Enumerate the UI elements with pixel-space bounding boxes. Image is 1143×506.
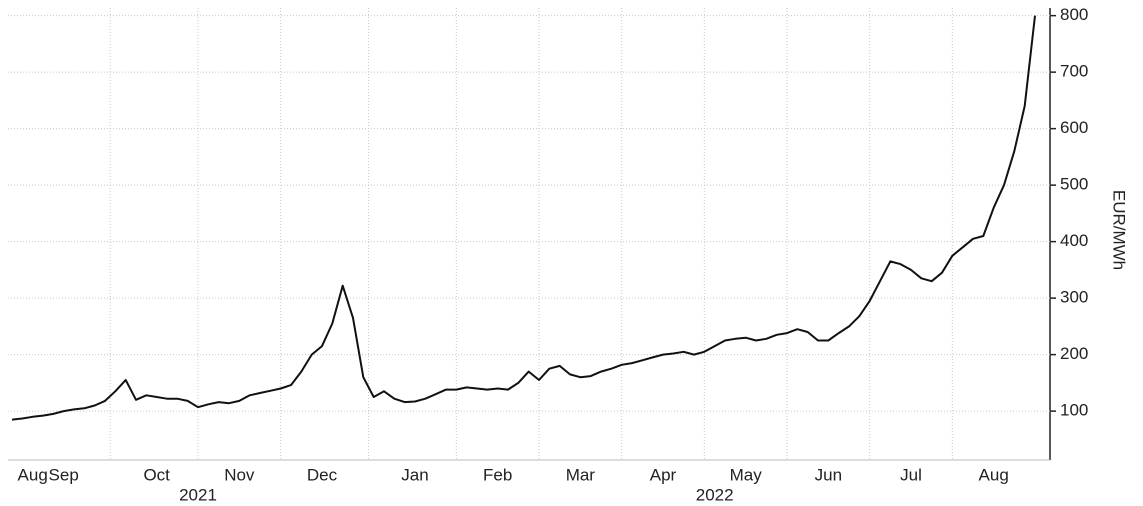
x-tick-label: Sep	[49, 465, 79, 484]
x-group-label: 2021	[179, 485, 217, 504]
x-tick-label: Aug	[18, 465, 48, 484]
x-tick-label: Dec	[307, 465, 338, 484]
x-tick-label: Jul	[900, 465, 922, 484]
y-tick-label: 700	[1060, 62, 1088, 81]
x-tick-label: Feb	[483, 465, 512, 484]
y-tick-label: 200	[1060, 344, 1088, 363]
x-tick-label: Mar	[566, 465, 596, 484]
x-tick-label: Jun	[815, 465, 842, 484]
x-group-label: 2022	[696, 485, 734, 504]
y-tick-label: 400	[1060, 231, 1088, 250]
x-tick-label: May	[730, 465, 763, 484]
x-tick-label: Jan	[401, 465, 428, 484]
price-line	[11, 15, 1036, 421]
y-tick-label: 800	[1060, 5, 1088, 24]
x-tick-label: Nov	[224, 465, 255, 484]
y-tick-label: 100	[1060, 401, 1088, 420]
y-tick-label: 300	[1060, 288, 1088, 307]
x-tick-label: Oct	[143, 465, 170, 484]
x-tick-label: Apr	[650, 465, 677, 484]
y-tick-label: 500	[1060, 175, 1088, 194]
x-tick-label: Aug	[979, 465, 1009, 484]
y-axis-label: EUR/MWh	[1110, 190, 1129, 270]
y-tick-label: 600	[1060, 118, 1088, 137]
